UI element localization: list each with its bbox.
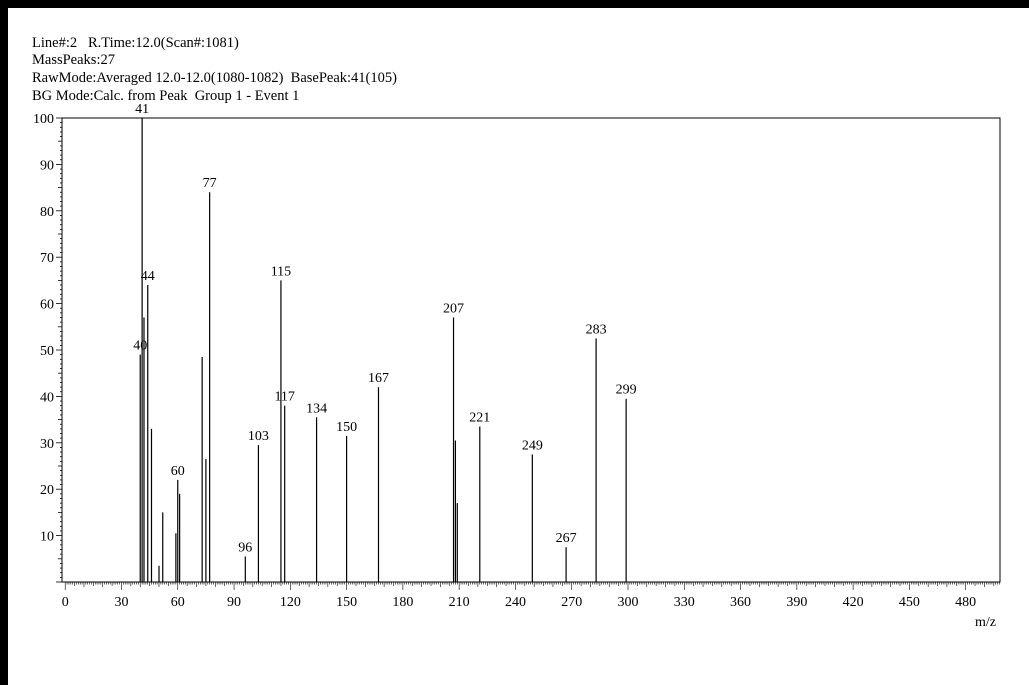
header-line-time: Line#:2 R.Time:12.0(Scan#:1081) [32, 35, 239, 51]
header-line-bgmode: BG Mode:Calc. from Peak Group 1 - Event … [32, 88, 300, 104]
y-tick-label: 10 [40, 530, 54, 545]
x-tick-label: 30 [114, 595, 128, 610]
peak-label: 41 [135, 102, 149, 117]
peak-label: 134 [306, 401, 327, 416]
peak-label: 249 [522, 438, 543, 453]
x-tick-label: 390 [786, 595, 807, 610]
header-line-masspeaks: MassPeaks:27 [32, 52, 115, 68]
peak-label: 115 [271, 264, 291, 279]
y-tick-label: 100 [33, 112, 54, 127]
y-tick-label: 30 [40, 437, 54, 452]
peak-label: 44 [141, 269, 155, 284]
x-tick-label: 330 [674, 595, 695, 610]
x-tick-label: 120 [280, 595, 301, 610]
x-tick-label: 240 [505, 595, 526, 610]
y-tick-label: 80 [40, 205, 54, 220]
x-tick-label: 420 [843, 595, 864, 610]
x-tick-label: 480 [955, 595, 976, 610]
peak-label: 103 [248, 429, 269, 444]
x-tick-label: 270 [561, 595, 582, 610]
peak-label: 267 [556, 531, 577, 546]
peak-label: 77 [203, 176, 217, 191]
peak-label: 40 [133, 339, 147, 354]
peak-label: 299 [616, 383, 637, 398]
header-line-rawmode: RawMode:Averaged 12.0-12.0(1080-1082) Ba… [32, 70, 397, 86]
x-tick-label: 300 [618, 595, 639, 610]
y-tick-label: 50 [40, 344, 54, 359]
y-tick-label: 70 [40, 251, 54, 266]
peak-label: 117 [274, 390, 294, 405]
y-tick-label: 40 [40, 390, 54, 405]
peak-label: 150 [336, 420, 357, 435]
x-tick-label: 90 [227, 595, 241, 610]
peak-label: 221 [469, 411, 490, 426]
x-tick-label: 180 [392, 595, 413, 610]
x-tick-label: 60 [171, 595, 185, 610]
spectrum-window: Line#:2 R.Time:12.0(Scan#:1081) MassPeak… [8, 8, 1029, 685]
peak-label: 207 [443, 302, 464, 317]
x-tick-label: 150 [336, 595, 357, 610]
peak-label: 60 [171, 464, 185, 479]
x-tick-label: 360 [730, 595, 751, 610]
y-tick-label: 90 [40, 158, 54, 173]
y-tick-label: 20 [40, 483, 54, 498]
x-tick-label: 210 [449, 595, 470, 610]
peak-label: 167 [368, 371, 389, 386]
peak-label: 96 [238, 540, 252, 555]
peak-label: 283 [586, 322, 607, 337]
y-tick-label: 60 [40, 298, 54, 313]
x-axis-label: m/z [975, 615, 996, 630]
mass-spectrum-chart: 10 20 30 40 50 60 70 80 90 100 0 30 60 90 120 150 180 210… [33, 102, 1001, 630]
x-tick-label: 450 [899, 595, 920, 610]
x-tick-label: 0 [62, 595, 69, 610]
